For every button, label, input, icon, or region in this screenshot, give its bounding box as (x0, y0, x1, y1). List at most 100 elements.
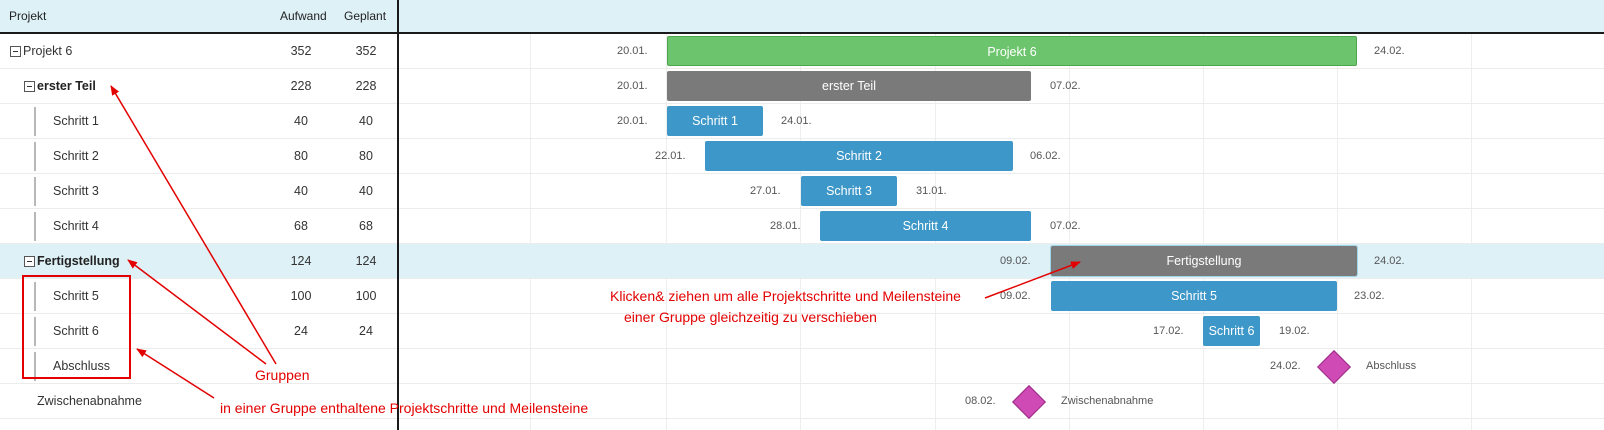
bar-start-date: 28.01. (770, 220, 801, 232)
bar-start-date: 09.02. (1000, 290, 1031, 302)
row-name: erster Teil (37, 79, 96, 93)
row-aufwand: 228 (290, 79, 312, 93)
row-geplant: 80 (359, 149, 373, 163)
indent-line (34, 317, 36, 346)
table-row-fertigstellung[interactable]: Fertigstellung 124 124 09.02. Fertigstel… (0, 244, 1604, 279)
milestone-date: 24.02. (1270, 360, 1301, 372)
row-geplant: 124 (355, 254, 377, 268)
bar-start-date: 22.01. (655, 150, 686, 162)
arrow-contained-to-box (136, 348, 215, 399)
indent-line (34, 282, 36, 311)
row-name: Schritt 5 (53, 289, 99, 303)
table-row-abschluss[interactable]: Abschluss 24.02. Abschluss (0, 349, 1604, 384)
gantt-bar-schritt-6[interactable]: Schritt 6 (1203, 316, 1260, 346)
row-geplant: 228 (355, 79, 377, 93)
row-name: Schritt 3 (53, 184, 99, 198)
gantt-bar-schritt-1[interactable]: Schritt 1 (667, 106, 763, 136)
arrow-groups-to-fertigstellung (127, 259, 267, 365)
table-row-schritt-5[interactable]: Schritt 5 100 100 09.02. Schritt 5 23.02… (0, 279, 1604, 314)
table-row-schritt-4[interactable]: Schritt 4 68 68 28.01. Schritt 4 07.02. (0, 209, 1604, 244)
table-header: Projekt Aufwand Geplant (0, 0, 1604, 34)
gantt-bar-schritt-5[interactable]: Schritt 5 (1051, 281, 1337, 311)
arrow-groups-to-erster-teil (110, 85, 277, 365)
column-header-geplant[interactable]: Geplant (344, 9, 387, 23)
milestone-date: 08.02. (965, 395, 996, 407)
row-name: Schritt 4 (53, 219, 99, 233)
gantt-gridline (1203, 34, 1204, 430)
gantt-gridline (530, 34, 531, 430)
gantt-bar-schritt-3[interactable]: Schritt 3 (801, 176, 897, 206)
bar-end-date: 24.02. (1374, 255, 1405, 267)
bar-end-date: 31.01. (916, 185, 947, 197)
bar-end-date: 24.02. (1374, 45, 1405, 57)
annotation-drag-line1: Klicken& ziehen um alle Projektschritte … (610, 288, 961, 304)
gantt-bar-schritt-2[interactable]: Schritt 2 (705, 141, 1013, 171)
row-aufwand: 24 (294, 324, 308, 338)
table-row-erster-teil[interactable]: erster Teil 228 228 20.01. erster Teil 0… (0, 69, 1604, 104)
annotation-contained: in einer Gruppe enthaltene Projektschrit… (220, 400, 589, 416)
table-row-schritt-2[interactable]: Schritt 2 80 80 22.01. Schritt 2 06.02. (0, 139, 1604, 174)
indent-line (34, 212, 36, 241)
indent-line (34, 177, 36, 206)
table-row-schritt-1[interactable]: Schritt 1 40 40 20.01. Schritt 1 24.01. (0, 104, 1604, 139)
bar-start-date: 20.01. (617, 80, 648, 92)
row-aufwand: 124 (290, 254, 312, 268)
row-name: Fertigstellung (37, 254, 120, 268)
row-name: Zwischenabnahme (37, 394, 142, 408)
bar-end-date: 07.02. (1050, 220, 1081, 232)
collapse-toggle-icon[interactable] (10, 46, 21, 57)
bar-end-date: 23.02. (1354, 290, 1385, 302)
indent-line (34, 107, 36, 136)
row-aufwand: 80 (294, 149, 308, 163)
row-aufwand: 352 (290, 44, 312, 58)
table-row-schritt-3[interactable]: Schritt 3 40 40 27.01. Schritt 3 31.01. (0, 174, 1604, 209)
table-row-zwischenabnahme[interactable]: Zwischenabnahme 08.02. Zwischenabnahme (0, 384, 1604, 419)
bar-start-date: 27.01. (750, 185, 781, 197)
annotation-highlight-box (22, 275, 131, 379)
row-aufwand: 100 (290, 289, 312, 303)
gantt-gridline (1471, 34, 1472, 430)
bar-end-date: 19.02. (1279, 325, 1310, 337)
gantt-gridline (1069, 34, 1070, 430)
gantt-gridline (1337, 34, 1338, 430)
milestone-label: Zwischenabnahme (1061, 395, 1154, 407)
row-name: Projekt 6 (23, 44, 73, 58)
row-name: Schritt 2 (53, 149, 99, 163)
row-geplant: 24 (359, 324, 373, 338)
arrow-drag-to-group-bar (984, 261, 1081, 299)
gantt-gridline (800, 34, 801, 430)
row-geplant: 40 (359, 184, 373, 198)
panel-splitter[interactable] (397, 0, 399, 430)
bar-start-date: 20.01. (617, 45, 648, 57)
annotation-drag-line2: einer Gruppe gleichzeitig zu verschieben (624, 309, 877, 325)
gantt-gridline (666, 34, 667, 430)
column-header-project[interactable]: Projekt (9, 9, 47, 23)
row-geplant: 352 (355, 44, 377, 58)
indent-line (34, 142, 36, 171)
collapse-toggle-icon[interactable] (24, 256, 35, 267)
table-row-projekt-6[interactable]: Projekt 6 352 352 20.01. Projekt 6 24.02… (0, 34, 1604, 69)
row-geplant: 100 (355, 289, 377, 303)
row-geplant: 68 (359, 219, 373, 233)
row-aufwand: 40 (294, 184, 308, 198)
row-geplant: 40 (359, 114, 373, 128)
row-aufwand: 40 (294, 114, 308, 128)
bar-end-date: 07.02. (1050, 80, 1081, 92)
table-row-schritt-6[interactable]: Schritt 6 24 24 17.02. Schritt 6 19.02. (0, 314, 1604, 349)
gantt-bar-schritt-4[interactable]: Schritt 4 (820, 211, 1031, 241)
annotation-groups: Gruppen (255, 367, 310, 383)
row-name: Schritt 6 (53, 324, 99, 338)
gantt-bar-projekt-6[interactable]: Projekt 6 (667, 36, 1357, 66)
collapse-toggle-icon[interactable] (24, 81, 35, 92)
bar-end-date: 24.01. (781, 115, 812, 127)
bar-start-date: 17.02. (1153, 325, 1184, 337)
milestone-label: Abschluss (1366, 360, 1417, 372)
gantt-bar-erster-teil[interactable]: erster Teil (667, 71, 1031, 101)
bar-end-date: 06.02. (1030, 150, 1061, 162)
gantt-bar-fertigstellung[interactable]: Fertigstellung (1051, 246, 1357, 276)
bar-start-date: 09.02. (1000, 255, 1031, 267)
row-aufwand: 68 (294, 219, 308, 233)
column-header-aufwand[interactable]: Aufwand (280, 9, 327, 23)
bar-start-date: 20.01. (617, 115, 648, 127)
